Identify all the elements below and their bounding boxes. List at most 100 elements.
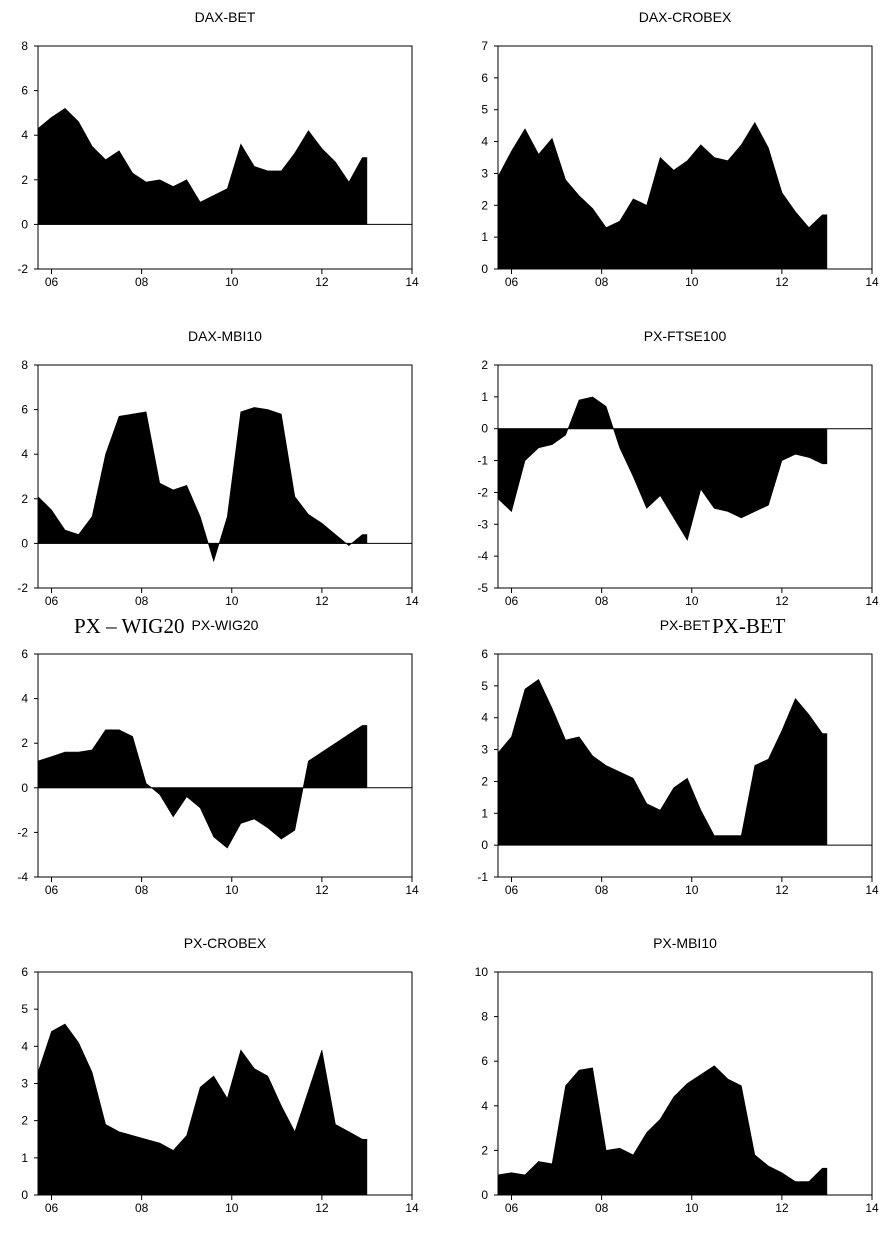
y-tick-label: 2 — [481, 358, 488, 372]
y-tick-label: 6 — [481, 71, 488, 85]
y-tick-label: -1 — [477, 870, 488, 884]
x-tick-label: 10 — [685, 275, 699, 289]
y-tick-label: 3 — [481, 743, 488, 757]
y-tick-label: 6 — [21, 647, 28, 661]
x-tick-label: 14 — [865, 594, 879, 608]
y-tick-label: 0 — [21, 536, 28, 550]
x-tick-label: 10 — [685, 594, 699, 608]
y-tick-label: 6 — [481, 1054, 488, 1068]
y-tick-label: 0 — [21, 217, 28, 231]
x-tick-label: 14 — [865, 1201, 879, 1215]
x-tick-label: 10 — [685, 1201, 699, 1215]
x-tick-label: 12 — [315, 1201, 329, 1215]
y-tick-label: 2 — [21, 492, 28, 506]
chart-title: DAX-MBI10 — [188, 328, 262, 344]
y-tick-label: 2 — [481, 1143, 488, 1157]
overlay-label-px-wig20: PX – WIG20 — [74, 614, 185, 638]
chart-title: DAX-BET — [195, 9, 256, 25]
y-tick-label: -2 — [17, 581, 28, 595]
x-tick-label: 08 — [135, 883, 149, 897]
y-tick-label: -5 — [477, 581, 488, 595]
chart-dax-bet: DAX-BET -2 0 2 4 6 8 06 08 10 12 14 — [17, 9, 419, 289]
y-tick-label: 7 — [481, 39, 488, 53]
y-tick-label: -2 — [17, 825, 28, 839]
y-tick-label: -2 — [477, 485, 488, 499]
y-tick-label: -4 — [477, 549, 488, 563]
chart-title: DAX-CROBEX — [639, 9, 732, 25]
y-tick-label: 0 — [481, 262, 488, 276]
y-tick-label: -2 — [17, 262, 28, 276]
y-tick-label: 10 — [475, 965, 489, 979]
y-tick-label: 6 — [481, 647, 488, 661]
y-tick-label: 8 — [481, 1010, 488, 1024]
y-tick-label: 5 — [481, 103, 488, 117]
chart-dax-mbi10: DAX-MBI10 -2 0 2 4 6 8 06 08 10 12 14 — [17, 328, 419, 608]
x-tick-label: 10 — [225, 594, 239, 608]
chart-title: PX-BET — [660, 617, 711, 633]
series-area — [37, 725, 368, 849]
series-area — [37, 1023, 368, 1196]
x-tick-label: 14 — [405, 594, 419, 608]
y-tick-label: 8 — [21, 358, 28, 372]
chart-px-mbi10: PX-MBI10 0 2 4 6 8 10 06 08 10 12 14 — [475, 935, 879, 1215]
x-tick-label: 08 — [595, 883, 609, 897]
x-tick-label: 06 — [45, 883, 59, 897]
y-tick-label: 3 — [21, 1077, 28, 1091]
x-tick-label: 12 — [315, 883, 329, 897]
x-tick-label: 06 — [45, 275, 59, 289]
chart-title: PX-WIG20 — [192, 617, 259, 633]
y-tick-label: 4 — [481, 1099, 488, 1113]
x-tick-label: 06 — [505, 594, 519, 608]
series-area — [497, 679, 828, 846]
y-tick-label: 6 — [21, 965, 28, 979]
y-tick-label: 2 — [21, 1114, 28, 1128]
y-tick-label: 1 — [481, 230, 488, 244]
y-tick-label: 4 — [21, 1039, 28, 1053]
x-tick-label: 08 — [595, 1201, 609, 1215]
y-tick-label: 6 — [21, 84, 28, 98]
y-tick-label: 5 — [21, 1002, 28, 1016]
x-tick-label: 12 — [775, 1201, 789, 1215]
x-tick-label: 08 — [595, 275, 609, 289]
y-tick-label: 1 — [481, 806, 488, 820]
y-tick-label: 2 — [481, 198, 488, 212]
x-tick-label: 14 — [865, 883, 879, 897]
x-tick-label: 10 — [685, 883, 699, 897]
x-tick-label: 06 — [505, 883, 519, 897]
x-tick-label: 12 — [775, 883, 789, 897]
y-tick-label: 3 — [481, 166, 488, 180]
x-tick-label: 14 — [405, 1201, 419, 1215]
y-tick-label: -3 — [477, 517, 488, 531]
y-tick-label: 5 — [481, 679, 488, 693]
y-tick-label: -1 — [477, 454, 488, 468]
y-tick-label: 1 — [481, 390, 488, 404]
x-tick-label: 08 — [135, 275, 149, 289]
x-tick-label: 06 — [45, 594, 59, 608]
x-tick-label: 14 — [865, 275, 879, 289]
y-tick-label: 6 — [21, 403, 28, 417]
chart-px-wig20: PX-WIG20 -4 -2 0 2 4 6 06 08 10 12 14 — [17, 617, 419, 897]
series-area — [497, 396, 828, 541]
y-tick-label: 2 — [21, 173, 28, 187]
overlay-label-px-bet: PX-BET — [712, 614, 786, 638]
y-tick-label: 1 — [21, 1151, 28, 1165]
y-tick-label: 8 — [21, 39, 28, 53]
y-tick-label: 4 — [21, 692, 28, 706]
x-tick-label: 06 — [45, 1201, 59, 1215]
x-tick-label: 08 — [135, 1201, 149, 1215]
y-tick-label: -4 — [17, 870, 28, 884]
x-tick-label: 14 — [405, 275, 419, 289]
chart-title: PX-FTSE100 — [644, 328, 727, 344]
plot-frame — [37, 364, 413, 589]
x-tick-label: 10 — [225, 1201, 239, 1215]
x-tick-label: 10 — [225, 275, 239, 289]
y-tick-label: 0 — [481, 1188, 488, 1202]
y-tick-label: 0 — [21, 1188, 28, 1202]
series-area — [497, 121, 828, 270]
x-tick-label: 12 — [775, 275, 789, 289]
x-tick-label: 06 — [505, 275, 519, 289]
